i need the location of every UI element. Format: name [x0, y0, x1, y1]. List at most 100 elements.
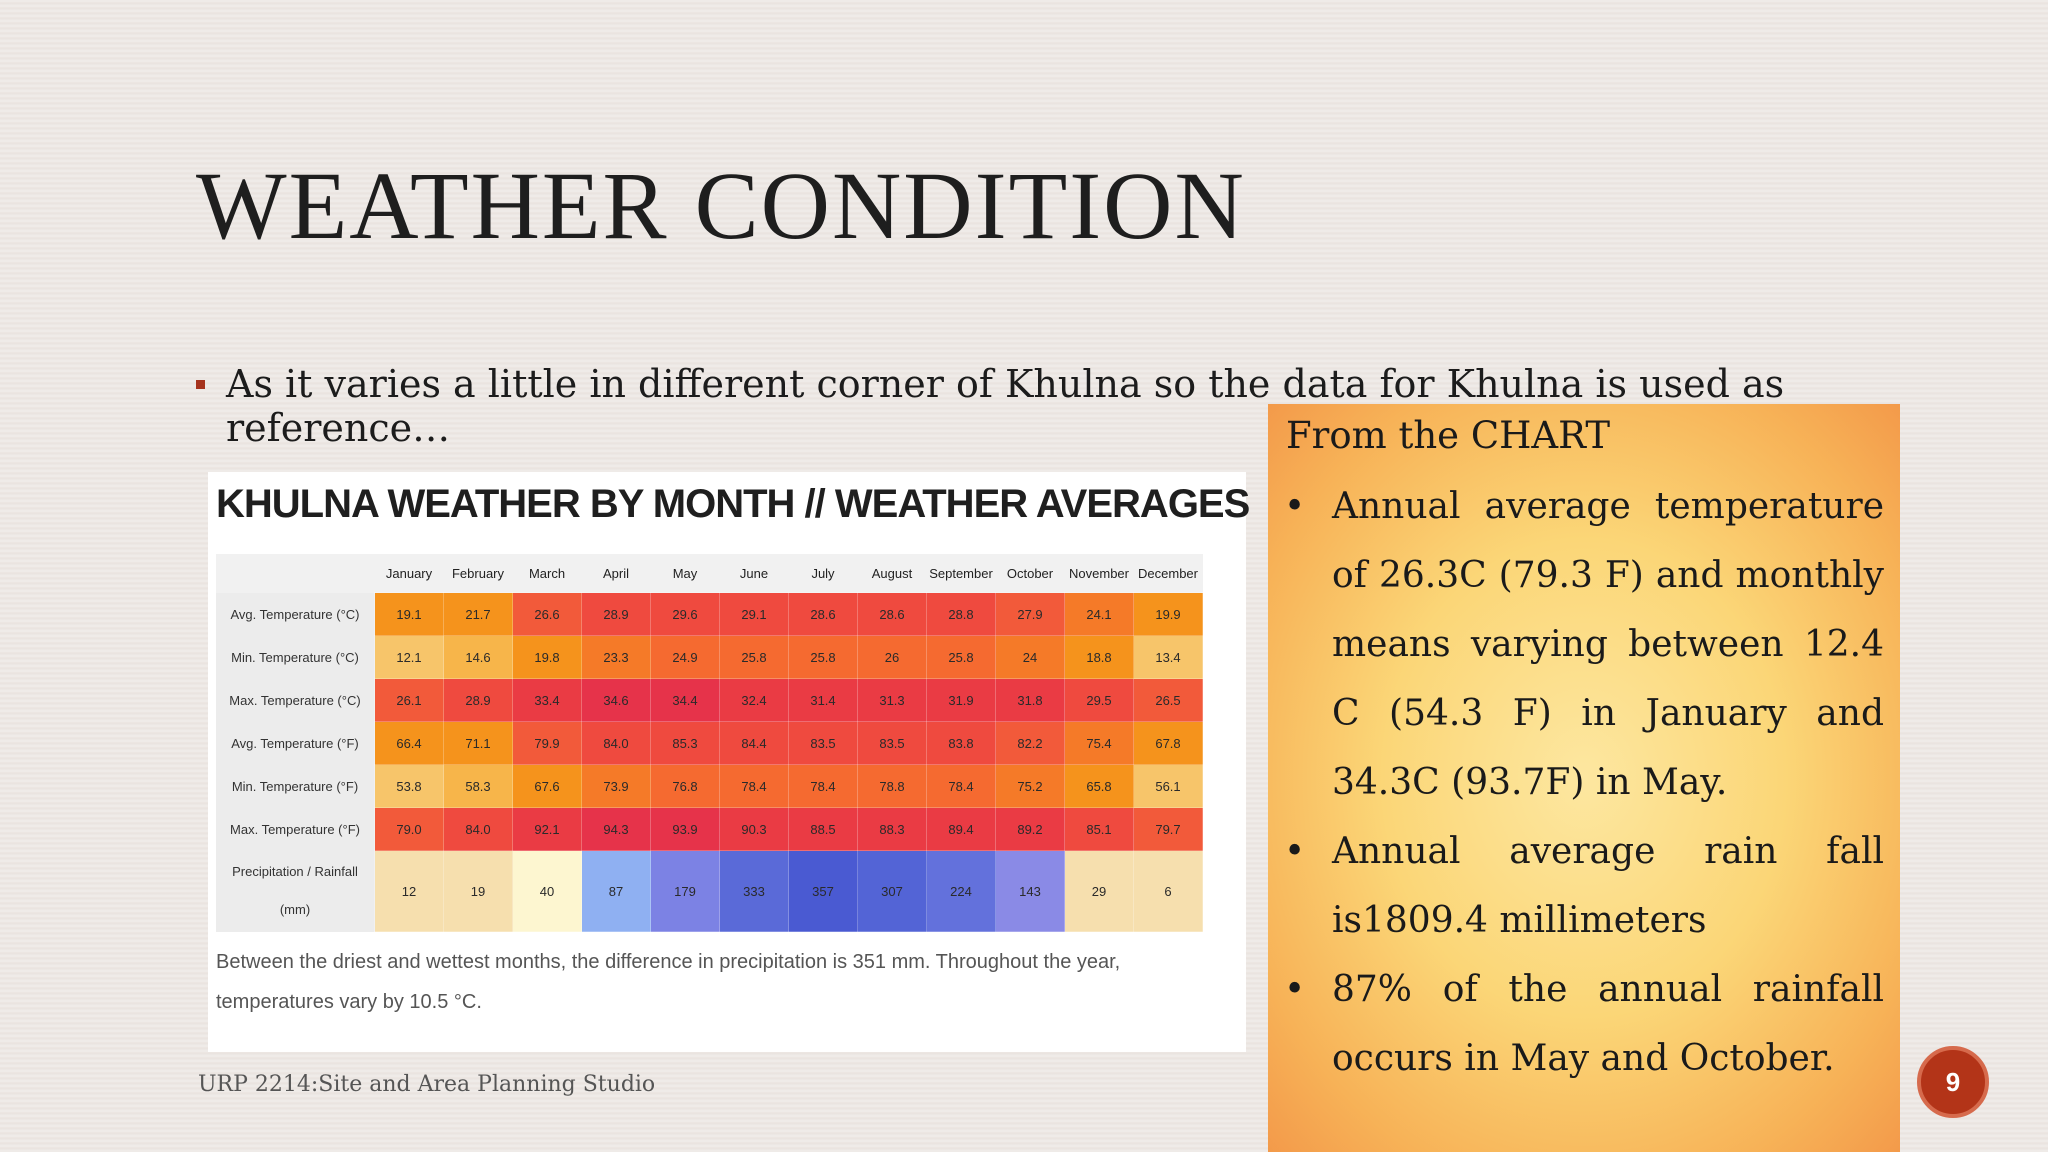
table-cell: 67.6: [512, 764, 582, 808]
table-cell: 357: [788, 850, 858, 932]
table-cell: 29.5: [1064, 678, 1134, 722]
table-cell: 26.5: [1133, 678, 1203, 722]
table-cell: 28.9: [581, 592, 651, 636]
month-header: July: [788, 554, 858, 593]
weather-table: January February March April May June July Augu…: [216, 554, 1203, 932]
month-header: January: [374, 554, 444, 593]
table-cell: 26: [857, 635, 927, 679]
table-cell: 26.1: [374, 678, 444, 722]
table-cell: 24.1: [1064, 592, 1134, 636]
row-label: Avg. Temperature (°F): [216, 721, 375, 765]
table-cell: 67.8: [1133, 721, 1203, 765]
panel-title: From the CHART: [1286, 414, 1611, 457]
row-label: Min. Temperature (°F): [216, 764, 375, 808]
table-cell: 31.3: [857, 678, 927, 722]
table-cell: 83.5: [788, 721, 858, 765]
table-cell: 88.3: [857, 807, 927, 851]
weather-table-image: KHULNA WEATHER BY MONTH // WEATHER AVERA…: [208, 472, 1250, 1052]
table-cell: 84.4: [719, 721, 789, 765]
table-cell: 25.8: [788, 635, 858, 679]
table-cell: 75.2: [995, 764, 1065, 808]
table-cell: 76.8: [650, 764, 720, 808]
table-cell: 79.0: [374, 807, 444, 851]
table-cell: 34.4: [650, 678, 720, 722]
table-cell: 71.1: [443, 721, 513, 765]
row-label: Max. Temperature (°F): [216, 807, 375, 851]
table-cell: 21.7: [443, 592, 513, 636]
table-cell: 19: [443, 850, 513, 932]
intro-bullet: As it varies a little in different corne…: [196, 362, 1836, 450]
table-cell: 66.4: [374, 721, 444, 765]
table-cell: 19.8: [512, 635, 582, 679]
chart-summary-panel: From the CHART • Annual average temperat…: [1268, 404, 1900, 1152]
month-header: December: [1133, 554, 1203, 593]
table-cell: 87: [581, 850, 651, 932]
table-cell: 13.4: [1133, 635, 1203, 679]
table-cell: 58.3: [443, 764, 513, 808]
bullet-dot-icon: •: [1284, 486, 1306, 527]
table-cell: 28.8: [926, 592, 996, 636]
table-cell: 31.9: [926, 678, 996, 722]
table-cell: 28.6: [857, 592, 927, 636]
table-cell: 85.1: [1064, 807, 1134, 851]
table-cell: 18.8: [1064, 635, 1134, 679]
panel-item-text: Annual average rain fall is1809.4 millim…: [1332, 831, 1884, 941]
table-cell: 94.3: [581, 807, 651, 851]
bullet-dot-icon: •: [1284, 969, 1306, 1010]
row-label: Avg. Temperature (°C): [216, 592, 375, 636]
square-bullet-icon: [196, 380, 205, 389]
table-cell: 73.9: [581, 764, 651, 808]
table-cell: 29.1: [719, 592, 789, 636]
table-cell: 28.6: [788, 592, 858, 636]
table-cell: 78.4: [926, 764, 996, 808]
table-cell: 333: [719, 850, 789, 932]
table-cell: 31.4: [788, 678, 858, 722]
table-cell: 84.0: [581, 721, 651, 765]
table-cell: 82.2: [995, 721, 1065, 765]
table-cell: 12: [374, 850, 444, 932]
header-corner: [216, 554, 375, 593]
slide-title: WEATHER CONDITION: [196, 152, 1246, 259]
table-cell: 14.6: [443, 635, 513, 679]
row-label: Precipitation / Rainfall (mm): [216, 850, 375, 932]
month-header: March: [512, 554, 582, 593]
panel-item: • 87% of the annual rainfall occurs in M…: [1284, 955, 1884, 1093]
row-label: Max. Temperature (°C): [216, 678, 375, 722]
table-cell: 89.4: [926, 807, 996, 851]
table-cell: 28.9: [443, 678, 513, 722]
table-cell: 56.1: [1133, 764, 1203, 808]
month-header: September: [926, 554, 996, 593]
table-cell: 83.5: [857, 721, 927, 765]
table-cell: 78.4: [719, 764, 789, 808]
table-cell: 25.8: [719, 635, 789, 679]
table-cell: 93.9: [650, 807, 720, 851]
table-cell: 75.4: [1064, 721, 1134, 765]
table-cell: 32.4: [719, 678, 789, 722]
weather-table-body: Avg. Temperature (°C) 19.1 21.7 26.6 28.9 29.…: [216, 592, 1203, 932]
table-cell: 24.9: [650, 635, 720, 679]
month-header: April: [581, 554, 651, 593]
table-row: Avg. Temperature (°F) 66.4 71.1 79.9 84.0 85.…: [216, 721, 1203, 765]
table-cell: 88.5: [788, 807, 858, 851]
slide-footer: URP 2214:Site and Area Planning Studio: [198, 1072, 656, 1097]
month-header: February: [443, 554, 513, 593]
panel-item: • Annual average temperature of 26.3C (7…: [1284, 472, 1884, 817]
table-cell: 29.6: [650, 592, 720, 636]
row-label: Min. Temperature (°C): [216, 635, 375, 679]
weather-table-note: Between the driest and wettest months, t…: [216, 951, 1121, 1013]
table-cell: 6: [1133, 850, 1203, 932]
table-cell: 19.9: [1133, 592, 1203, 636]
weather-table-title: KHULNA WEATHER BY MONTH // WEATHER AVERA…: [216, 482, 1250, 526]
panel-item: • Annual average rain fall is1809.4 mill…: [1284, 817, 1884, 955]
panel-item-text: 87% of the annual rainfall occurs in May…: [1332, 969, 1884, 1079]
table-cell: 65.8: [1064, 764, 1134, 808]
month-header-row: January February March April May June July Augu…: [216, 554, 1203, 593]
month-header: October: [995, 554, 1065, 593]
table-cell: 19.1: [374, 592, 444, 636]
table-cell: 12.1: [374, 635, 444, 679]
table-cell: 79.7: [1133, 807, 1203, 851]
table-row: Avg. Temperature (°C) 19.1 21.7 26.6 28.9 29.…: [216, 592, 1203, 636]
table-cell: 84.0: [443, 807, 513, 851]
table-cell: 25.8: [926, 635, 996, 679]
